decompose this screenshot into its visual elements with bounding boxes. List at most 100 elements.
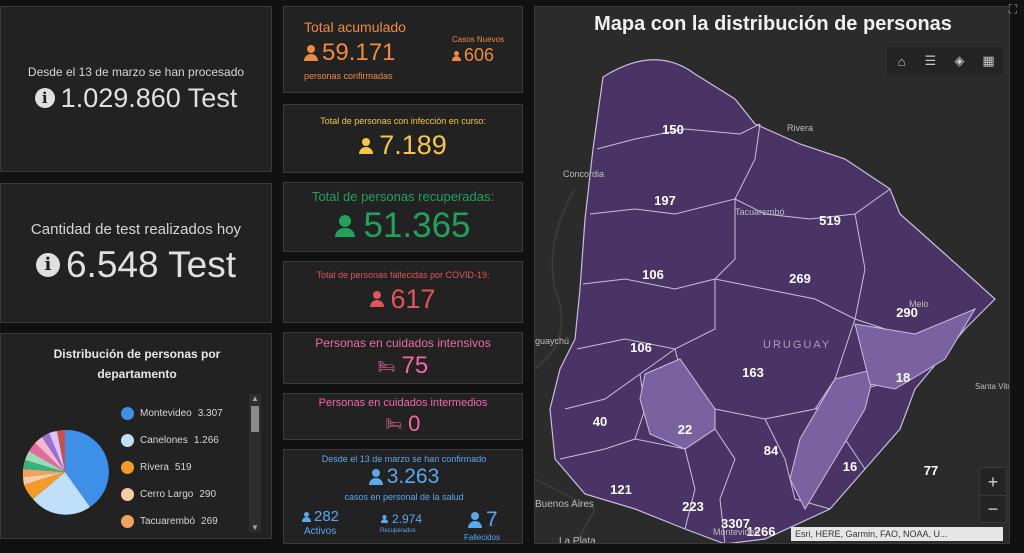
- pie-slice-canelones: [33, 472, 90, 515]
- intensive-care-panel: Personas en cuidados intensivos 🛏 75: [283, 332, 523, 384]
- legend-item[interactable]: Cerro Largo 290: [121, 481, 223, 508]
- map-title: Mapa con la distribución de personas: [594, 13, 952, 35]
- qr-code-icon[interactable]: ▦: [982, 53, 995, 68]
- dept-value: 40: [593, 414, 607, 429]
- scroll-down-arrow-icon[interactable]: ▼: [251, 523, 259, 532]
- dept-value: 18: [896, 370, 910, 385]
- bed-icon: 🛏: [385, 415, 403, 431]
- uruguay-map[interactable]: 150 197 519 106 269 290 106 163 18 40 22…: [535, 39, 1010, 544]
- acumulado-value: 59.171: [322, 39, 396, 66]
- dept-value: 1266: [747, 524, 776, 539]
- acumulado-title: Total acumulado: [304, 19, 406, 35]
- info-icon: i: [34, 88, 55, 108]
- person-icon: [368, 469, 383, 485]
- dept-value: 121: [610, 482, 632, 497]
- pie-slice-other-3: [29, 443, 65, 472]
- info-icon: i: [35, 252, 60, 277]
- legend-color: [121, 434, 134, 447]
- map-toolbar: ⌂ ☰ ◈ ▦: [887, 47, 1003, 75]
- infection-title: Total de personas con infección en curso…: [320, 116, 486, 126]
- person-icon: [452, 50, 461, 61]
- place-label: Santa Vitória do Palmar: [975, 382, 1010, 391]
- tests-total-panel: Desde el 13 de marzo se han procesado i …: [0, 6, 272, 172]
- tests-total-label: Desde el 13 de marzo se han procesado: [27, 64, 245, 79]
- intermediate-care-title: Personas en cuidados intermedios: [318, 396, 488, 409]
- legend-item[interactable]: Rivera 519: [121, 454, 223, 481]
- department-flores: [639, 358, 716, 450]
- legend-list-icon[interactable]: ☰: [924, 53, 937, 68]
- dept-value: 16: [843, 459, 857, 474]
- infection-value: 7.189: [379, 130, 447, 160]
- health-deceased-label: Fallecidos: [464, 533, 501, 542]
- person-icon: [359, 137, 374, 154]
- distribution-title: Distribución de personas por departament…: [53, 347, 221, 381]
- legend-scrollbar[interactable]: ▲ ▼: [249, 394, 261, 532]
- pie-slice-other-2: [25, 451, 65, 472]
- dept-value: 519: [819, 213, 841, 228]
- health-staff-sub: casos en personal de la salud: [344, 492, 464, 502]
- new-cases-label: Casos Nuevos: [452, 35, 505, 44]
- pie-slice-other-6: [49, 431, 65, 472]
- pie-slice-cerro-largo: [23, 472, 65, 485]
- acumulado-panel: Total acumulado 59.171 personas confirma…: [283, 6, 523, 93]
- fullscreen-icon[interactable]: ⛶: [1008, 2, 1018, 16]
- infection-panel: Total de personas con infección en curso…: [283, 104, 523, 173]
- scroll-up-arrow-icon[interactable]: ▲: [251, 394, 259, 403]
- map-attribution[interactable]: Esri, HERE, Garmin, FAO, NOAA, U...: [791, 527, 1003, 541]
- tests-today-panel: Cantidad de test realizados hoy i 6.548 …: [0, 183, 272, 323]
- place-label: URUGUAY: [763, 339, 831, 351]
- person-icon: [304, 45, 318, 61]
- place-label: guaychú: [535, 336, 569, 346]
- distribution-pie-chart: [22, 429, 109, 515]
- home-icon[interactable]: ⌂: [897, 53, 906, 69]
- pie-slice-montevideo: [65, 429, 109, 507]
- legend-color: [121, 515, 134, 528]
- health-staff-value: 3.263: [386, 465, 440, 488]
- deceased-value: 617: [390, 283, 436, 314]
- zoom-controls: + −: [979, 467, 1007, 523]
- place-label: Tacuarembó: [735, 207, 785, 217]
- scrollbar-thumb[interactable]: [251, 406, 259, 432]
- intensive-care-title: Personas en cuidados intensivos: [315, 336, 491, 350]
- place-label: Melo: [909, 299, 929, 309]
- dept-value: 197: [654, 193, 676, 208]
- dept-value: 84: [764, 443, 779, 458]
- pie-slice-other-5: [42, 433, 65, 472]
- acumulado-sub: personas confirmadas: [304, 71, 393, 81]
- legend-item[interactable]: Tacuarembó 269: [121, 508, 223, 535]
- recovered-panel: Total de personas recuperadas: 51.365: [283, 182, 523, 252]
- dept-value: 163: [742, 365, 764, 380]
- health-staff-title: Desde el 13 de marzo se han confirmado: [321, 454, 487, 464]
- place-label: Buenos Aires: [535, 499, 594, 510]
- legend-item[interactable]: Montevideo 3.307: [121, 400, 223, 427]
- intermediate-care-value: 0: [408, 410, 421, 436]
- recovered-value: 51.365: [363, 205, 471, 245]
- dept-value: 106: [642, 267, 664, 282]
- dept-value: 150: [662, 122, 684, 137]
- legend-item[interactable]: Canelones 1.266: [121, 427, 223, 454]
- pie-slice-rivera: [24, 472, 65, 499]
- pie-slice-other-1: [23, 460, 65, 472]
- active-value: 282: [314, 508, 340, 525]
- pie-slice-other-7: [57, 430, 65, 472]
- dept-value: 223: [682, 499, 704, 514]
- legend-color: [121, 407, 134, 420]
- tests-total-value: 1.029.860 Test: [60, 82, 238, 113]
- deceased-title: Total de personas fallecidas por COVID-1…: [316, 269, 490, 280]
- dept-value: 77: [924, 463, 938, 478]
- place-label: La Plata: [559, 536, 596, 544]
- tests-today-value: 6.548 Test: [65, 243, 237, 285]
- health-staff-panel: Desde el 13 de marzo se han confirmado 3…: [283, 449, 523, 544]
- person-icon: [335, 214, 356, 237]
- zoom-in-button[interactable]: +: [980, 468, 1006, 496]
- zoom-out-button[interactable]: −: [987, 499, 999, 519]
- layers-icon[interactable]: ◈: [954, 53, 965, 68]
- tests-today-label: Cantidad de test realizados hoy: [30, 220, 242, 238]
- pie-slice-tacuarembo: [22, 469, 65, 477]
- deceased-panel: Total de personas fallecidas por COVID-1…: [283, 261, 523, 323]
- active-label: Activos: [304, 526, 337, 537]
- health-deceased-value: 7: [486, 508, 498, 531]
- new-cases-value: 606: [464, 45, 495, 65]
- legend-color: [121, 461, 134, 474]
- montevideo-label: Montevideo: [713, 527, 760, 537]
